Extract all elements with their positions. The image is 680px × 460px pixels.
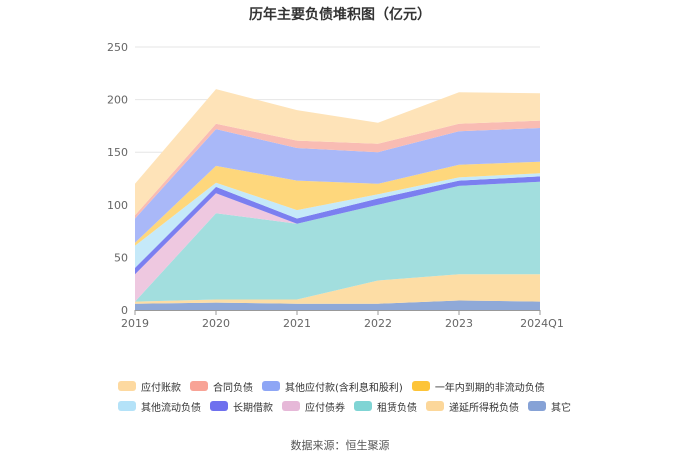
legend-swatch bbox=[262, 381, 280, 391]
legend-label: 应付债券 bbox=[305, 402, 345, 414]
legend-swatch bbox=[282, 401, 300, 411]
legend-label: 其他应付款(含利息和股利) bbox=[285, 382, 403, 394]
y-tick-label: 200 bbox=[107, 94, 128, 107]
y-tick-label: 50 bbox=[114, 251, 128, 264]
legend-swatch bbox=[354, 401, 372, 411]
legend-item[interactable]: 其他应付款(含利息和股利) bbox=[262, 379, 403, 394]
legend-item[interactable]: 租赁负债 bbox=[354, 399, 417, 414]
area-series bbox=[135, 89, 540, 216]
x-tick-label: 2023 bbox=[445, 317, 473, 330]
legend: 应付账款 合同负债 其他应付款(含利息和股利) 一年内到期的非流动负债其他流动负债 长期… bbox=[118, 376, 578, 416]
area-series bbox=[135, 274, 540, 304]
data-source: 数据来源：恒生聚源 bbox=[290, 439, 390, 452]
area-series bbox=[135, 300, 540, 310]
legend-swatch bbox=[210, 401, 228, 411]
legend-label: 其他流动负债 bbox=[141, 402, 201, 414]
legend-row: 应付账款 合同负债 其他应付款(含利息和股利) 一年内到期的非流动负债 bbox=[118, 376, 578, 396]
legend-item[interactable]: 应付账款 bbox=[118, 379, 181, 394]
legend-label: 递延所得税负债 bbox=[449, 402, 519, 414]
legend-label: 合同负债 bbox=[213, 382, 253, 394]
legend-item[interactable]: 一年内到期的非流动负债 bbox=[411, 379, 545, 394]
legend-item[interactable]: 长期借款 bbox=[210, 399, 273, 414]
x-tick-label: 2019 bbox=[121, 317, 149, 330]
legend-item[interactable]: 其他流动负债 bbox=[118, 399, 201, 414]
legend-item[interactable]: 其它 bbox=[528, 399, 571, 414]
chart-title: 历年主要负债堆积图（亿元） bbox=[249, 7, 431, 23]
y-tick-label: 0 bbox=[121, 304, 128, 317]
area-series bbox=[135, 128, 540, 243]
legend-swatch bbox=[426, 401, 444, 411]
legend-swatch bbox=[528, 401, 546, 411]
legend-row: 其他流动负债 长期借款 应付债券 租赁负债 递延所得税负债 其它 bbox=[118, 396, 578, 416]
legend-item[interactable]: 合同负债 bbox=[190, 379, 253, 394]
stacked-area-chart: 0 50 100 150 200 250 2019 2020 2021 2022 2023 2024Q… bbox=[107, 41, 564, 330]
legend-item[interactable]: 递延所得税负债 bbox=[426, 399, 519, 414]
axis-layer: 0 50 100 150 200 250 2019 2020 2021 2022 2023 2024Q… bbox=[107, 41, 564, 330]
area-layer bbox=[135, 89, 540, 310]
x-tick-label: 2020 bbox=[202, 317, 230, 330]
y-tick-label: 100 bbox=[107, 199, 128, 212]
legend-swatch bbox=[118, 401, 136, 411]
x-tick-label: 2021 bbox=[283, 317, 311, 330]
area-series bbox=[135, 181, 540, 302]
x-tick-label: 2022 bbox=[364, 317, 392, 330]
legend-label: 长期借款 bbox=[233, 402, 273, 414]
legend-label: 租赁负债 bbox=[377, 402, 417, 414]
legend-label: 其它 bbox=[551, 402, 571, 414]
y-tick-label: 250 bbox=[107, 41, 128, 54]
area-series bbox=[135, 161, 540, 246]
y-tick-label: 150 bbox=[107, 146, 128, 159]
legend-swatch bbox=[118, 381, 136, 391]
x-tick-label: 2024Q1 bbox=[520, 317, 564, 330]
area-series bbox=[135, 181, 540, 302]
legend-label: 应付账款 bbox=[141, 382, 181, 394]
legend-swatch bbox=[190, 381, 208, 391]
legend-label: 一年内到期的非流动负债 bbox=[434, 382, 545, 394]
legend-item[interactable]: 应付债券 bbox=[282, 399, 345, 414]
legend-swatch bbox=[411, 381, 430, 391]
